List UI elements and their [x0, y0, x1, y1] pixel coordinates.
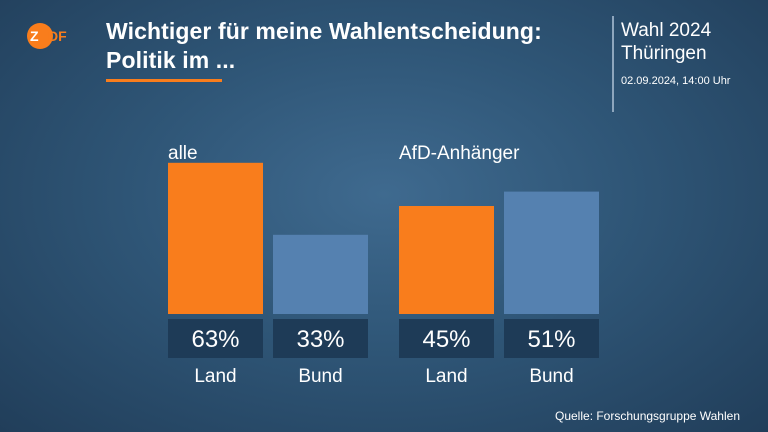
svg-text:DF: DF [48, 28, 67, 44]
bar-bund [273, 234, 368, 314]
zdf-logo: Z DF [27, 23, 67, 49]
title-block: Wichtiger für meine Wahlentscheidung: Po… [106, 17, 596, 82]
title-line-1: Wichtiger für meine Wahlentscheidung: [106, 18, 542, 44]
election-date: 02.09.2024, 14:00 Uhr [621, 75, 731, 87]
svg-text:Z: Z [30, 28, 39, 44]
value-label: 63% [191, 326, 239, 353]
title-underline [106, 79, 222, 82]
category-label: Bund [298, 366, 342, 387]
bar-bund [504, 191, 599, 314]
election-name: Wahl 2024 [621, 20, 712, 41]
election-region: Thüringen [621, 43, 707, 64]
bar-land [399, 206, 494, 314]
bar-land [168, 162, 263, 314]
value-label: 45% [422, 326, 470, 353]
value-box [168, 319, 263, 358]
category-label: Land [194, 366, 236, 387]
value-label: 51% [527, 326, 575, 353]
value-box [504, 319, 599, 358]
value-label: 33% [296, 326, 344, 353]
category-label: Bund [529, 366, 573, 387]
group-label: alle [168, 143, 198, 164]
title-line-2: Politik im ... [106, 47, 236, 73]
category-label: Land [425, 366, 467, 387]
header-divider [612, 16, 614, 112]
value-box [273, 319, 368, 358]
group-label: AfD-Anhänger [399, 143, 520, 164]
value-box [399, 319, 494, 358]
election-info: Wahl 2024 Thüringen 02.09.2024, 14:00 Uh… [621, 19, 761, 87]
source-note: Quelle: Forschungsgruppe Wahlen [555, 409, 740, 423]
